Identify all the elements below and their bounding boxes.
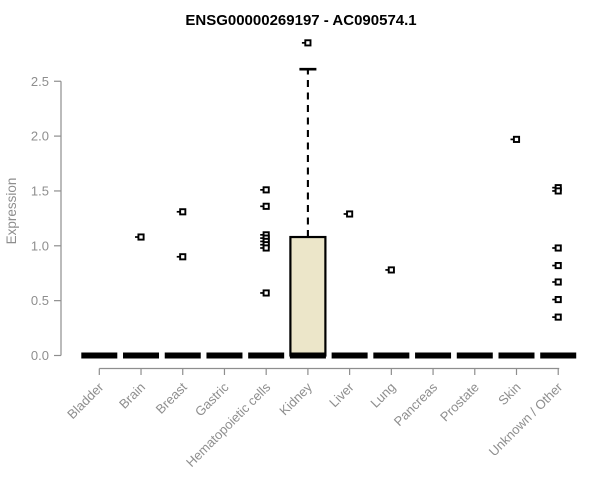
outlier-point <box>179 208 187 216</box>
outlier-point <box>262 289 270 297</box>
outlier-point <box>304 39 312 47</box>
outlier-point <box>512 135 521 143</box>
plot-area: 0.0 0.5 1.0 1.5 2.0 2.5 Bladder Brain Breast Gast… <box>31 39 577 470</box>
x-tick-label: Lung <box>367 380 398 411</box>
median-bar <box>123 352 160 359</box>
outlier-point <box>554 187 562 195</box>
median-bar <box>81 352 118 359</box>
x-tick-label: Liver <box>326 379 357 410</box>
outlier-point <box>387 266 395 274</box>
median-bar <box>498 352 535 359</box>
outlier-point <box>554 296 562 304</box>
outlier-point <box>179 253 187 261</box>
median-bar <box>373 352 410 359</box>
x-tick-label: Pancreas <box>391 379 441 429</box>
x-tick-label: Brain <box>116 380 148 412</box>
outlier-point <box>554 261 562 270</box>
y-tick-label: 2.5 <box>31 74 49 89</box>
median-bar <box>248 352 285 359</box>
median-bar <box>456 352 493 359</box>
outlier-point <box>262 202 270 210</box>
median-bar <box>331 352 368 359</box>
median-bar <box>164 352 201 359</box>
y-tick-label: 0.5 <box>31 293 49 308</box>
median-bar <box>289 352 326 359</box>
x-tick-label: Gastric <box>192 379 232 419</box>
outlier-point <box>262 244 270 252</box>
median-bar <box>206 352 243 359</box>
y-tick-label: 1.0 <box>31 238 49 253</box>
outlier-point <box>346 210 354 218</box>
outlier-point <box>554 313 562 321</box>
y-axis-title: Expression <box>4 178 19 245</box>
outlier-point <box>137 233 145 241</box>
chart-title: ENSG00000269197 - AC090574.1 <box>185 12 416 29</box>
y-tick-label: 0.0 <box>31 348 49 363</box>
x-tick-label: Bladder <box>64 379 107 422</box>
x-tick-label: Unknown / Other <box>486 379 566 459</box>
outlier-point <box>554 278 562 286</box>
x-tick-label: Prostate <box>437 380 482 425</box>
outlier-point <box>262 186 270 194</box>
outlier-point <box>554 244 562 252</box>
median-bar <box>415 352 452 359</box>
x-tick-label: Breast <box>153 379 190 416</box>
median-bar <box>540 352 577 359</box>
x-tick-label: Skin <box>495 380 523 408</box>
y-tick-label: 1.5 <box>31 183 49 198</box>
box <box>289 235 327 357</box>
x-tick-label: Kidney <box>276 379 315 418</box>
y-tick-label: 2.0 <box>31 129 49 144</box>
